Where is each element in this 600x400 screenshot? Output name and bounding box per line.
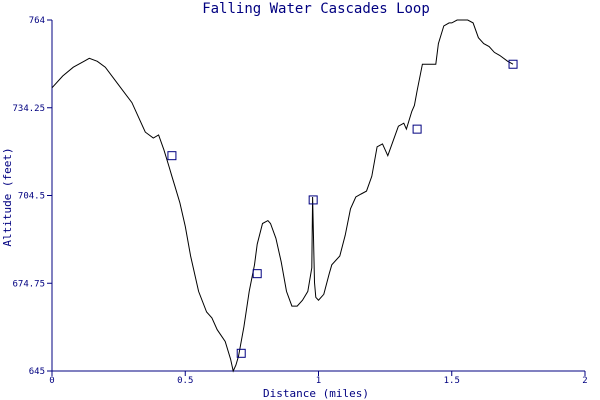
y-tick-label: 645 [29, 367, 45, 377]
y-axis-label: Altitude (feet) [1, 147, 14, 246]
ticks: 0 0.5 1 1.5 2 645 674.75 704.5 734.25 764 [12, 16, 587, 386]
x-tick-label: 2 [582, 376, 587, 386]
y-tick-label: 764 [29, 16, 45, 26]
waypoint-marker [412, 124, 422, 134]
x-tick-label: 0 [49, 376, 54, 386]
axes [51, 20, 585, 372]
waypoint-marker [167, 151, 177, 161]
y-tick-label: 674.75 [12, 279, 45, 289]
x-axis-label: Distance (miles) [263, 387, 369, 400]
waypoint-marker [252, 269, 262, 279]
x-tick-label: 1 [316, 376, 321, 386]
y-tick-label: 704.5 [18, 192, 45, 202]
plot-area [51, 19, 518, 373]
x-tick-label: 0.5 [177, 376, 193, 386]
waypoint-marker [308, 195, 318, 205]
y-tick-label: 734.25 [12, 104, 45, 114]
x-tick-label: 1.5 [444, 376, 460, 386]
waypoint-marker [236, 348, 246, 358]
chart-title: Falling Water Cascades Loop [202, 1, 430, 17]
elevation-line [51, 19, 514, 373]
waypoint-marker [508, 59, 518, 69]
